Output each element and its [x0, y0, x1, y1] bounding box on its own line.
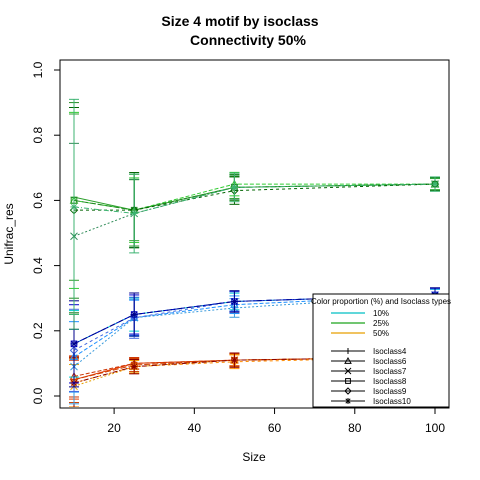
marker-asterisk — [231, 184, 238, 191]
marker-asterisk — [71, 340, 77, 347]
legend-shape-label: Isoclass7 — [373, 367, 407, 376]
legend-shape-label: Isoclass4 — [373, 347, 407, 356]
legend-color-label: 10% — [373, 309, 389, 318]
series-line — [69, 102, 440, 299]
x-tick-label: 80 — [348, 421, 362, 435]
marker-square — [345, 378, 351, 384]
legend-title: Color proportion (%) and Isoclass types — [311, 297, 451, 306]
series-line — [69, 113, 440, 281]
legend-color-label: 50% — [373, 329, 389, 338]
y-tick-label: 0.6 — [31, 192, 45, 209]
series-path — [73, 356, 436, 381]
legend-color-label: 25% — [373, 319, 389, 328]
y-axis-label: Unifrac_res — [2, 203, 16, 264]
axes: 20 40 60 80 100 0.0 0.2 0.4 0.6 0.8 1.0 — [31, 61, 445, 435]
legend-shape-label: Isoclass6 — [373, 357, 407, 366]
legend-shape-label: Isoclass9 — [373, 387, 407, 396]
x-tick-label: 100 — [425, 421, 445, 435]
series-group-high — [69, 98, 440, 330]
y-tick-label: 0.8 — [31, 127, 45, 144]
marker-x — [344, 367, 352, 375]
chart-subtitle: Connectivity 50% — [190, 32, 306, 48]
marker-triangle — [344, 356, 352, 364]
marker-asterisk — [131, 363, 138, 370]
y-tick-label: 0.0 — [31, 387, 45, 404]
series-path — [74, 183, 436, 211]
legend-shape-label: Isoclass8 — [373, 377, 407, 386]
series-path — [73, 183, 436, 214]
chart-title: Size 4 motif by isoclass — [161, 13, 318, 29]
x-tick-label: 60 — [268, 421, 282, 435]
marker-asterisk — [71, 203, 77, 210]
marker-asterisk — [131, 311, 138, 318]
series-layer — [69, 98, 440, 407]
x-tick-label: 40 — [188, 421, 202, 435]
series-path — [73, 183, 436, 211]
series-path — [73, 356, 436, 377]
x-tick-label: 20 — [107, 421, 121, 435]
marker-asterisk — [432, 181, 438, 188]
legend: Color proportion (%) and Isoclass types 1… — [311, 293, 451, 408]
series-line — [69, 98, 440, 315]
y-tick-label: 0.2 — [31, 322, 45, 339]
marker-diamond — [344, 387, 352, 395]
series-line — [69, 111, 440, 289]
legend-shape-label: Isoclass10 — [373, 397, 411, 406]
series-line — [69, 287, 440, 388]
series-path — [73, 183, 435, 211]
y-tick-label: 1.0 — [31, 61, 45, 78]
marker-asterisk — [231, 298, 238, 305]
x-axis-label: Size — [242, 450, 266, 464]
marker-asterisk — [345, 398, 351, 404]
series-line — [69, 106, 440, 314]
series-path — [73, 183, 436, 211]
series-path — [73, 294, 436, 345]
marker-asterisk — [131, 210, 138, 217]
marker-asterisk — [231, 357, 238, 364]
y-tick-label: 0.4 — [31, 257, 45, 274]
